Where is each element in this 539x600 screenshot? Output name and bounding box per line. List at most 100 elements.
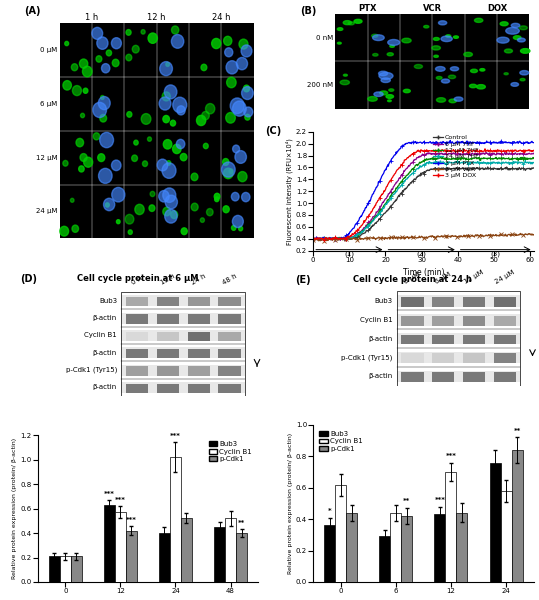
12 μM 7HF: [310, 235, 316, 242]
Circle shape: [223, 206, 229, 213]
Circle shape: [235, 151, 246, 163]
Circle shape: [201, 64, 207, 71]
Text: (1): (1): [344, 250, 354, 257]
Circle shape: [474, 18, 483, 22]
12 μM 7HF: [471, 155, 478, 162]
Bar: [335, 14, 529, 109]
Text: p-Cdk1 (Tyr15): p-Cdk1 (Tyr15): [341, 354, 392, 361]
3 μM DOX: [310, 235, 316, 242]
Circle shape: [112, 59, 119, 67]
Text: 6 μM: 6 μM: [40, 101, 58, 107]
Circle shape: [446, 35, 451, 37]
Circle shape: [171, 35, 184, 48]
Text: 6 μM: 6 μM: [434, 271, 452, 285]
Circle shape: [226, 112, 236, 123]
Text: Cyclin B1: Cyclin B1: [84, 332, 117, 338]
Circle shape: [354, 19, 362, 23]
Control: [469, 164, 476, 172]
Circle shape: [162, 92, 170, 101]
Circle shape: [389, 89, 394, 91]
Bar: [463, 335, 485, 344]
3 μM PTX: [337, 235, 343, 242]
12 μM 7HF: [382, 200, 389, 207]
Circle shape: [386, 95, 393, 98]
Bar: [432, 297, 454, 307]
Bar: [218, 297, 240, 306]
Circle shape: [191, 203, 198, 211]
Circle shape: [93, 133, 100, 140]
Circle shape: [98, 97, 110, 110]
Bar: [445, 472, 457, 582]
Bar: [432, 316, 454, 326]
Text: 0 h: 0 h: [130, 275, 143, 286]
Circle shape: [497, 37, 509, 43]
Circle shape: [225, 48, 233, 57]
Text: β-actin: β-actin: [93, 385, 117, 391]
Circle shape: [402, 38, 411, 43]
Circle shape: [511, 83, 519, 86]
Circle shape: [337, 28, 343, 31]
3 μM VCR: [530, 231, 537, 238]
Circle shape: [60, 226, 68, 236]
Bar: [157, 297, 179, 306]
24 μM 7HF: [398, 182, 404, 190]
Bar: [463, 373, 485, 382]
6 μM 7HF: [336, 235, 343, 242]
Text: Bub3: Bub3: [99, 298, 117, 304]
Circle shape: [148, 137, 151, 141]
Circle shape: [163, 188, 176, 202]
Bar: [402, 316, 424, 326]
24 μM 7HF: [530, 159, 537, 166]
Bar: [157, 384, 179, 393]
Bar: [188, 297, 210, 306]
Circle shape: [106, 203, 109, 207]
Circle shape: [141, 113, 151, 124]
Bar: [157, 332, 179, 341]
Circle shape: [222, 162, 235, 177]
Circle shape: [343, 74, 347, 76]
X-axis label: Time (min): Time (min): [403, 268, 444, 277]
6 μM 7HF: [483, 149, 489, 156]
Circle shape: [82, 66, 92, 77]
3 μM DOX: [398, 161, 404, 168]
Circle shape: [500, 22, 508, 26]
Circle shape: [162, 163, 176, 178]
Circle shape: [101, 64, 110, 73]
Circle shape: [230, 98, 244, 113]
Circle shape: [163, 115, 169, 123]
3 μM VCR: [469, 233, 476, 240]
Circle shape: [520, 79, 525, 81]
3 μM PTX: [530, 139, 537, 146]
Circle shape: [100, 133, 114, 148]
12 μM 7HF: [530, 155, 537, 162]
Line: 3 μM DOX: 3 μM DOX: [311, 147, 536, 242]
24 μM 7HF: [522, 157, 529, 164]
Bar: [121, 365, 245, 376]
Circle shape: [348, 22, 354, 25]
Circle shape: [226, 77, 236, 88]
Legend: Bub3, Cyclin B1, p-Cdk1: Bub3, Cyclin B1, p-Cdk1: [317, 428, 365, 455]
Control: [449, 165, 455, 172]
Circle shape: [506, 28, 519, 34]
Circle shape: [436, 67, 445, 71]
Circle shape: [505, 49, 513, 53]
24 μM 7HF: [382, 201, 389, 208]
6 μM 7HF: [342, 237, 348, 244]
Circle shape: [438, 21, 447, 25]
3 μM PTX: [470, 139, 476, 146]
Control: [337, 235, 343, 242]
Bar: [463, 316, 485, 326]
3 μM VCR: [310, 236, 316, 244]
6 μM 7HF: [471, 151, 477, 158]
Circle shape: [432, 46, 440, 50]
Circle shape: [441, 36, 452, 41]
24 μM 7HF: [449, 160, 455, 167]
Circle shape: [171, 26, 179, 34]
Circle shape: [480, 68, 485, 71]
Circle shape: [226, 61, 238, 74]
3 μM DOX: [449, 147, 455, 154]
Text: **: **: [514, 428, 521, 434]
Circle shape: [71, 199, 74, 202]
Bar: [188, 314, 210, 323]
Circle shape: [469, 84, 476, 88]
